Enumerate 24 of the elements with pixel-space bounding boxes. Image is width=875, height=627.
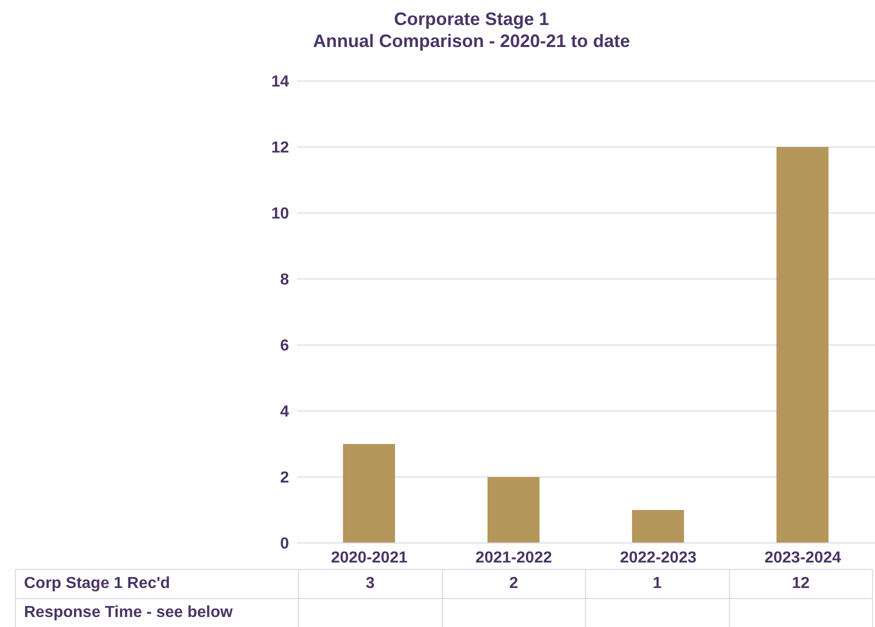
chart-subtitle: Annual Comparison - 2020-21 to date <box>312 30 632 52</box>
data-label: 3 <box>298 570 442 598</box>
y-tick-label: 12 <box>271 140 290 157</box>
data-label: 1 <box>586 570 729 598</box>
data-label: 2 <box>442 570 586 598</box>
bar <box>632 510 684 543</box>
y-tick-label: 0 <box>280 536 290 553</box>
x-tick-label: 2021-2022 <box>475 549 552 566</box>
bar <box>343 444 395 543</box>
y-tick-label: 10 <box>271 206 290 223</box>
y-tick-label: 4 <box>280 404 290 421</box>
x-tick-label: 2023-2024 <box>764 549 842 566</box>
x-tick-label: 2022-2023 <box>620 549 697 566</box>
y-tick-label: 14 <box>271 74 290 91</box>
y-tick-label: 8 <box>280 272 290 289</box>
bar <box>488 477 540 543</box>
text: Corp Stage 1 Rec'd <box>16 570 298 598</box>
text: Response Time - see below <box>16 598 298 627</box>
bar <box>776 147 828 543</box>
data-label: 12 <box>729 570 872 598</box>
chart-title: Corporate Stage 1 <box>392 8 550 30</box>
y-tick-label: 2 <box>280 470 290 487</box>
x-tick-label: 2020-2021 <box>330 549 408 566</box>
y-tick-label: 6 <box>280 338 290 355</box>
